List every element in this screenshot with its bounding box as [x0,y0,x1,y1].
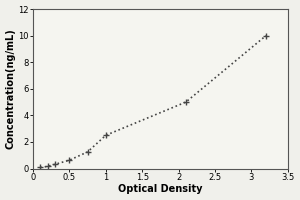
Y-axis label: Concentration(ng/mL): Concentration(ng/mL) [6,28,16,149]
X-axis label: Optical Density: Optical Density [118,184,203,194]
